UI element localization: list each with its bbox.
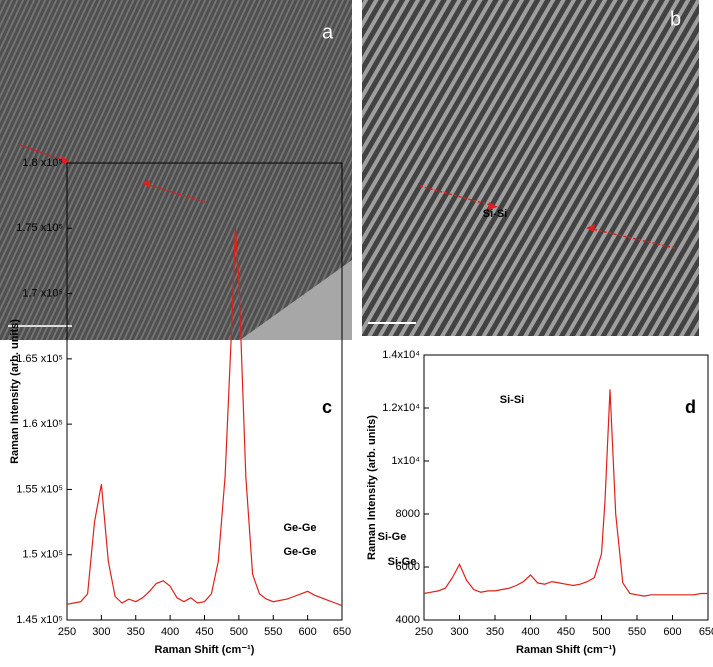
y-tick-label: 1x10⁴ xyxy=(391,455,420,467)
y-tick-label: 8000 xyxy=(396,508,420,520)
x-tick-label: 450 xyxy=(557,626,575,638)
x-tick-label: 350 xyxy=(486,626,504,638)
peak-label: Si-Si xyxy=(483,208,507,220)
y-tick-label: 1.7 x10⁵ xyxy=(22,287,63,299)
x-tick-label: 250 xyxy=(58,626,76,638)
peak-label: Si-Ge xyxy=(388,556,417,568)
x-tick-label: 400 xyxy=(161,626,179,638)
peak-label: Si-Si xyxy=(500,394,524,406)
tem-image-a: a xyxy=(0,0,352,340)
x-tick-label: 500 xyxy=(592,626,610,638)
x-axis-title: Raman Shift (cm⁻¹) xyxy=(155,644,255,656)
x-tick-label: 550 xyxy=(628,626,646,638)
y-tick-label: 1.45 x10⁵ xyxy=(16,614,63,626)
y-tick-label: 1.5 x10⁵ xyxy=(22,549,63,561)
panel-label: b xyxy=(670,8,681,30)
x-axis-title: Raman Shift (cm⁻¹) xyxy=(516,644,616,656)
x-tick-label: 400 xyxy=(521,626,539,638)
chart: 250 300 350 400 450 500 550 600 650 1.45 x10⁵ 1.5 … xyxy=(9,157,507,656)
x-tick-label: 300 xyxy=(450,626,468,638)
x-tick-label: 350 xyxy=(127,626,145,638)
y-tick-label: 1.6 x10⁵ xyxy=(22,418,63,430)
y-tick-label: 6000 xyxy=(396,561,420,573)
panel-label: d xyxy=(685,397,696,417)
x-tick-label: 600 xyxy=(298,626,316,638)
x-tick-label: 300 xyxy=(92,626,110,638)
panel-label: c xyxy=(322,397,332,417)
x-tick-label: 250 xyxy=(415,626,433,638)
tem-image-b: b xyxy=(362,0,699,336)
peak-label: Si-Ge xyxy=(378,531,407,543)
peak-label: Ge-Ge xyxy=(283,522,316,534)
panel-label: a xyxy=(322,21,334,43)
x-tick-label: 450 xyxy=(195,626,213,638)
y-axis-title: Raman Intensity (arb. units) xyxy=(366,415,378,560)
x-tick-label: 650 xyxy=(333,626,351,638)
x-tick-label: 650 xyxy=(699,626,713,638)
chart: 250 300 350 400 450 500 550 600 650 4000 6000 8000 1… xyxy=(283,349,713,656)
x-tick-label: 550 xyxy=(264,626,282,638)
y-tick-label: 1.8 x10⁵ xyxy=(22,157,63,169)
y-tick-label: 1.65 x10⁵ xyxy=(16,353,63,365)
spectrum-line xyxy=(423,389,708,597)
y-axis-title: Raman Intensity (arb. units) xyxy=(9,319,21,464)
spectrum-line xyxy=(66,228,343,607)
y-tick-label: 4000 xyxy=(396,614,420,626)
x-tick-label: 600 xyxy=(663,626,681,638)
peak-label: Ge-Ge xyxy=(283,546,316,558)
y-tick-label: 1.75 x10⁵ xyxy=(16,222,63,234)
y-tick-label: 1.2x10⁴ xyxy=(382,402,420,414)
y-tick-label: 1.55 x10⁵ xyxy=(16,483,63,495)
x-tick-label: 500 xyxy=(230,626,248,638)
y-tick-label: 1.4x10⁴ xyxy=(382,349,420,361)
